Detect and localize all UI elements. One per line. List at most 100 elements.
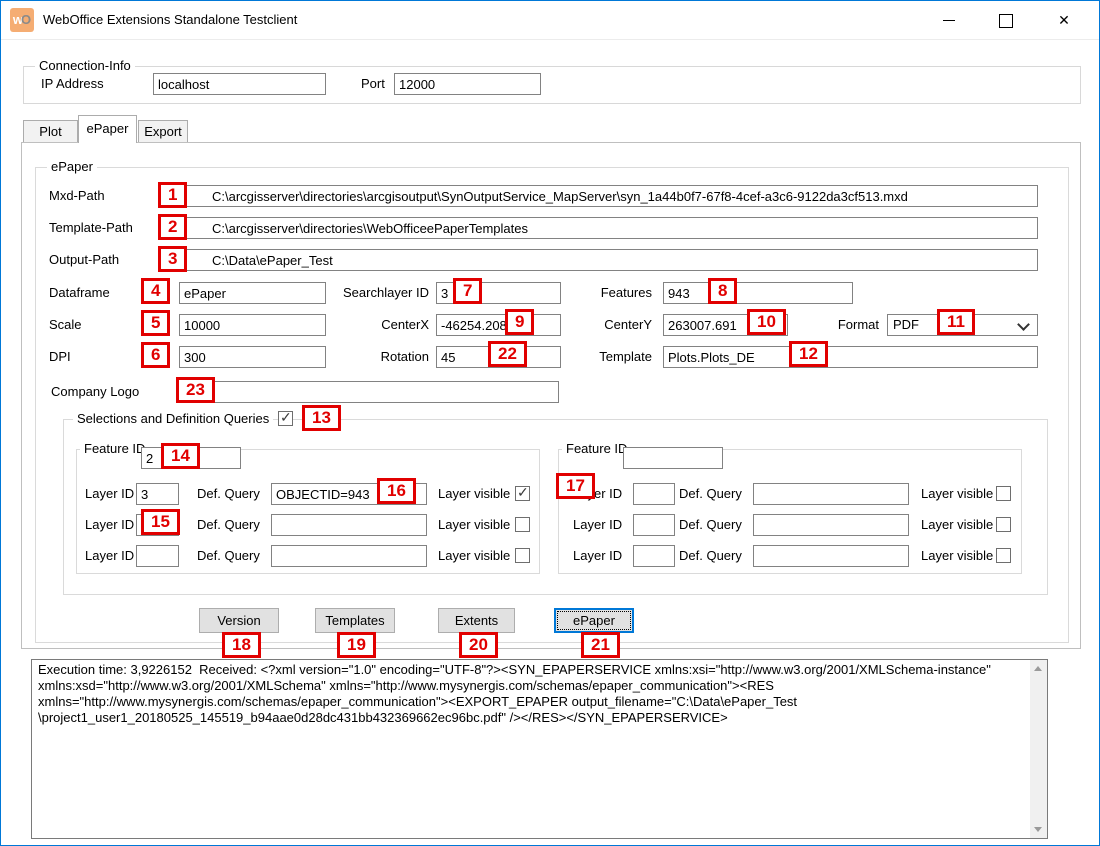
- company-logo-field[interactable]: [179, 381, 559, 403]
- layer-id-label: Layer ID: [573, 548, 623, 563]
- annotation-badge-6: 6: [141, 342, 171, 368]
- scroll-up-icon[interactable]: [1034, 666, 1042, 671]
- close-icon: ✕: [1058, 12, 1070, 28]
- centerx-field[interactable]: [436, 314, 561, 336]
- layer-id-field[interactable]: [136, 483, 179, 505]
- dataframe-label: Dataframe: [49, 285, 110, 300]
- templates-button[interactable]: Templates: [315, 608, 395, 633]
- annotation-badge-3: 3: [158, 246, 188, 272]
- layer-visible-label: Layer visible: [438, 548, 511, 563]
- annotation-badge-7: 7: [453, 278, 483, 304]
- layer-visible-label: Layer visible: [438, 517, 511, 532]
- minimize-button[interactable]: [926, 1, 972, 39]
- output-path-label: Output-Path: [49, 252, 120, 267]
- version-button[interactable]: Version: [199, 608, 279, 633]
- ip-address-label: IP Address: [41, 76, 104, 91]
- tab-epaper[interactable]: ePaper: [78, 115, 137, 143]
- epaper-button[interactable]: ePaper: [554, 608, 634, 633]
- def-query-label: Def. Query: [197, 486, 260, 501]
- def-query-label: Def. Query: [679, 517, 742, 532]
- annotation-badge-10: 10: [747, 309, 786, 335]
- dpi-field[interactable]: [179, 346, 326, 368]
- scale-label: Scale: [49, 317, 82, 332]
- mxd-path-label: Mxd-Path: [49, 188, 105, 203]
- extents-button[interactable]: Extents: [438, 608, 515, 633]
- port-field[interactable]: [394, 73, 541, 95]
- close-button[interactable]: ✕: [1041, 1, 1087, 39]
- template-path-field[interactable]: [177, 217, 1038, 239]
- app-icon: wO: [10, 8, 34, 32]
- def-query-label: Def. Query: [197, 548, 260, 563]
- scroll-down-icon[interactable]: [1034, 827, 1042, 832]
- window-title: WebOffice Extensions Standalone Testclie…: [43, 12, 298, 27]
- def-query-field[interactable]: [271, 545, 427, 567]
- feature-id-field-2[interactable]: [623, 447, 723, 469]
- ip-address-field[interactable]: [153, 73, 326, 95]
- features-label: Features: [600, 285, 652, 300]
- log-output[interactable]: Execution time: 3,9226152 Received: <?xm…: [31, 659, 1048, 839]
- annotation-badge-13: 13: [302, 405, 341, 431]
- app-icon-letter-w: w: [12, 12, 23, 27]
- layer-id-label: Layer ID: [573, 517, 623, 532]
- def-query-field[interactable]: [753, 545, 909, 567]
- annotation-badge-12: 12: [789, 341, 828, 367]
- template-label: Template: [599, 349, 652, 364]
- selections-enabled-checkbox[interactable]: [278, 409, 293, 426]
- annotation-badge-18: 18: [222, 632, 261, 658]
- annotation-badge-11: 11: [937, 309, 975, 335]
- annotation-badge-5: 5: [141, 310, 171, 336]
- layer-id-field[interactable]: [633, 483, 675, 505]
- searchlayer-id-label: Searchlayer ID: [343, 285, 429, 300]
- log-line: xmlns="http://www.mysynergis.com/schemas…: [38, 694, 798, 709]
- annotation-badge-19: 19: [337, 632, 376, 658]
- layer-visible-label: Layer visible: [921, 486, 994, 501]
- rotation-label: Rotation: [380, 349, 429, 364]
- features-field[interactable]: [663, 282, 853, 304]
- template-field[interactable]: [663, 346, 1038, 368]
- layer-visible-checkbox[interactable]: [515, 548, 530, 563]
- title-bar: wO WebOffice Extensions Standalone Testc…: [1, 1, 1099, 40]
- annotation-badge-8: 8: [708, 278, 738, 304]
- layer-visible-label: Layer visible: [921, 548, 994, 563]
- chevron-down-icon: [1017, 318, 1030, 331]
- tab-plot[interactable]: Plot: [23, 120, 78, 142]
- layer-visible-checkbox[interactable]: [996, 486, 1011, 501]
- layer-visible-checkbox[interactable]: [996, 517, 1011, 532]
- layer-visible-checkbox[interactable]: [996, 548, 1011, 563]
- def-query-label: Def. Query: [197, 517, 260, 532]
- mxd-path-field[interactable]: [177, 185, 1038, 207]
- maximize-button[interactable]: [983, 1, 1029, 39]
- layer-visible-label: Layer visible: [438, 486, 511, 501]
- feature-id-label-1: Feature ID: [80, 442, 150, 456]
- centerx-label: CenterX: [381, 317, 429, 332]
- layer-visible-checkbox[interactable]: [515, 517, 530, 532]
- log-line: \project1_user1_20180525_145519_b94aae0d…: [38, 710, 728, 725]
- log-scrollbar[interactable]: [1030, 660, 1047, 838]
- def-query-field[interactable]: [271, 514, 427, 536]
- feature-id-label-2: Feature ID: [562, 442, 632, 456]
- dataframe-field[interactable]: [179, 282, 326, 304]
- output-path-field[interactable]: [177, 249, 1038, 271]
- tab-export[interactable]: Export: [138, 120, 188, 142]
- layer-id-label: Layer ID: [85, 548, 135, 563]
- annotation-badge-9: 9: [505, 309, 535, 335]
- scale-field[interactable]: [179, 314, 326, 336]
- def-query-field[interactable]: [753, 514, 909, 536]
- layer-visible-checkbox[interactable]: [515, 484, 530, 501]
- dpi-label: DPI: [49, 349, 71, 364]
- template-path-label: Template-Path: [49, 220, 133, 235]
- centery-label: CenterY: [604, 317, 652, 332]
- layer-id-field[interactable]: [633, 545, 675, 567]
- layer-id-label: Layer ID: [85, 486, 135, 501]
- annotation-badge-16: 16: [377, 478, 416, 504]
- app-icon-letter-o: O: [21, 12, 32, 27]
- company-logo-label: Company Logo: [51, 384, 140, 399]
- layer-id-field[interactable]: [633, 514, 675, 536]
- annotation-badge-1: 1: [158, 182, 188, 208]
- layer-visible-label: Layer visible: [921, 517, 994, 532]
- layer-id-field[interactable]: [136, 545, 179, 567]
- annotation-badge-22: 22: [488, 341, 527, 367]
- def-query-field[interactable]: [753, 483, 909, 505]
- log-line: xmlns:xsd="http://www.w3.org/2001/XMLSch…: [38, 678, 774, 693]
